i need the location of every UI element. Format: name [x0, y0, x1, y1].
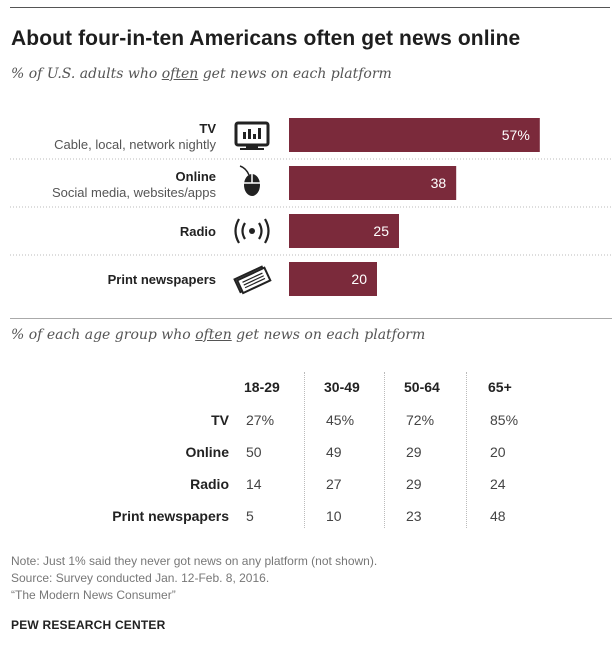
column-header: 50-64 [404, 379, 440, 395]
table-cell: 49 [326, 444, 342, 460]
note-line: Note: Just 1% said they never got news o… [11, 554, 378, 568]
newspaper-icon [233, 265, 272, 295]
table-cell: 14 [246, 476, 262, 492]
table-cell: 29 [406, 444, 422, 460]
bar [289, 214, 399, 248]
source-line: Source: Survey conducted Jan. 12-Feb. 8,… [11, 571, 270, 585]
table-subtitle-pre: % of each age group who [11, 327, 196, 343]
table-cell: 72% [406, 412, 435, 428]
bar-value-label: 38 [431, 175, 447, 191]
table-cell: 24 [490, 476, 506, 492]
bar-value-label: 25 [373, 223, 389, 239]
table-cell: 20 [490, 444, 506, 460]
column-header: 18-29 [244, 379, 280, 395]
subtitle-pre: % of U.S. adults who [11, 66, 162, 82]
section-divider [10, 318, 612, 319]
bar [289, 118, 540, 152]
category-label: TV [199, 121, 216, 136]
top-rule [10, 7, 610, 8]
report-title-line: “The Modern News Consumer” [11, 588, 176, 602]
table-cell: 29 [406, 476, 422, 492]
category-label: Radio [180, 224, 216, 239]
row-label: Online [185, 444, 229, 460]
mouse-icon [239, 165, 260, 196]
table-cell: 48 [490, 508, 506, 524]
row-label: Radio [190, 476, 229, 492]
category-label: Online [176, 169, 216, 184]
table-subtitle-emphasis: often [195, 327, 232, 343]
bar [289, 166, 457, 200]
table-cell: 23 [406, 508, 422, 524]
column-divider [466, 372, 467, 528]
column-header: 30-49 [324, 379, 360, 395]
table-subtitle: % of each age group who often get news o… [11, 327, 425, 343]
table-cell: 5 [246, 508, 254, 524]
bar [289, 262, 377, 296]
brand-logo-text: PEW RESEARCH CENTER [11, 618, 166, 632]
radio-icon [234, 218, 270, 244]
age-group-table: 18-29 30-49 50-64 65+ TV 27% 45% 72% 85% Online 50… [0, 372, 614, 532]
row-label: TV [211, 412, 229, 428]
column-divider [384, 372, 385, 528]
table-subtitle-post: get news on each platform [231, 327, 426, 343]
column-divider [304, 372, 305, 528]
table-cell: 10 [326, 508, 342, 524]
row-label: Print newspapers [112, 508, 229, 524]
table-cell: 27 [326, 476, 342, 492]
chart-title: About four-in-ten Americans often get ne… [11, 27, 521, 50]
subtitle-post: get news on each platform [198, 66, 392, 82]
table-cell: 45% [326, 412, 355, 428]
table-cell: 85% [490, 412, 519, 428]
bar-value-label: 57% [502, 127, 530, 143]
category-label: Print newspapers [108, 272, 216, 287]
tv-icon [234, 121, 270, 150]
table-cell: 50 [246, 444, 262, 460]
category-sublabel: Cable, local, network nightly [54, 137, 216, 152]
column-header: 65+ [488, 379, 512, 395]
chart-subtitle: % of U.S. adults who often get news on e… [11, 66, 392, 82]
bar-value-label: 20 [351, 271, 367, 287]
subtitle-emphasis: often [161, 66, 199, 82]
category-sublabel: Social media, websites/apps [52, 185, 217, 200]
table-cell: 27% [246, 412, 275, 428]
